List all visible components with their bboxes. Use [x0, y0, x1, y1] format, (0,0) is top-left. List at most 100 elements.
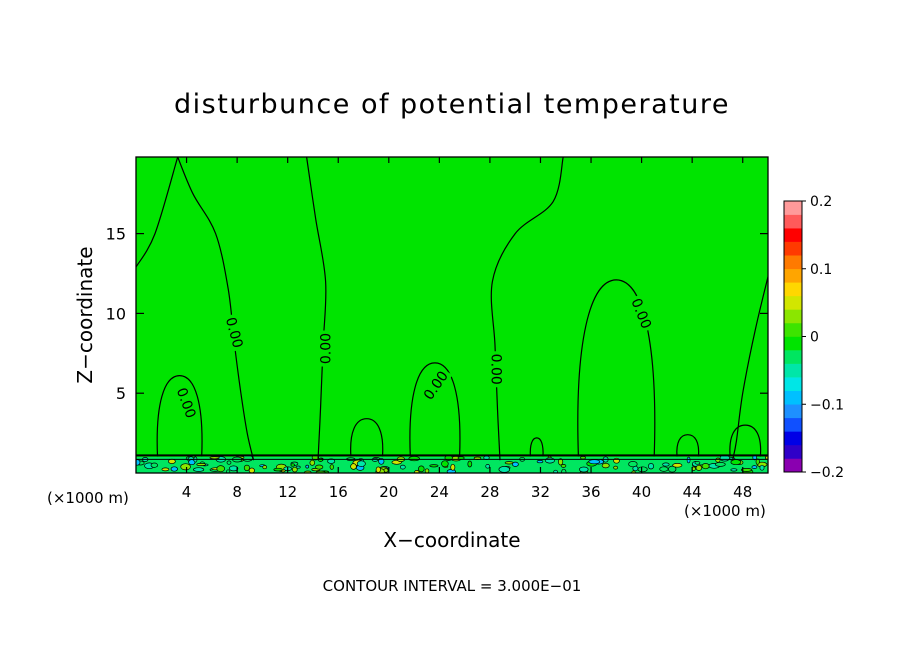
noise-cell — [701, 463, 710, 470]
noise-cell — [408, 456, 420, 462]
noise-cell — [672, 463, 683, 468]
noise-cell — [399, 464, 406, 470]
noise-cell — [694, 460, 701, 465]
colorbar-swatch — [784, 404, 802, 419]
y-axis-label: Z−coordinate — [73, 246, 97, 383]
noise-cell — [553, 469, 558, 473]
contour-label-3-bg — [317, 330, 334, 367]
colorbar-swatch — [784, 282, 802, 297]
noise-cell — [290, 463, 295, 467]
y-tick-label: 10 — [106, 304, 126, 323]
noise-cell — [248, 467, 255, 473]
colorbar: 0.2 0.1 0 −0.1 −0.2 — [783, 194, 844, 481]
y-tick-label: 15 — [106, 225, 126, 244]
x-tick-label: 12 — [278, 483, 297, 501]
colorbar-swatch — [784, 458, 802, 473]
y-axis: 5 10 15 — [106, 225, 768, 403]
noise-cell — [662, 462, 670, 467]
colorbar-tick-label: 0.2 — [810, 194, 832, 210]
noise-cell — [730, 459, 742, 466]
noise-cell — [714, 462, 726, 467]
noise-cell — [161, 467, 170, 472]
noise-cell — [730, 468, 738, 472]
colorbar-swatch — [784, 350, 802, 364]
x-tick-label: 32 — [531, 483, 550, 501]
noise-cell — [315, 464, 324, 470]
x-unit-right: (×1000 m) — [684, 502, 766, 520]
noise-cell — [216, 465, 225, 473]
x-tick-label: 36 — [581, 483, 600, 501]
noise-cell — [441, 460, 449, 468]
colorbar-swatch — [784, 336, 802, 351]
noise-cell — [686, 456, 691, 464]
closed-contour-bump-b — [350, 418, 384, 457]
noise-cell — [544, 457, 555, 464]
noise-cell — [291, 466, 298, 473]
colorbar-swatch — [784, 255, 802, 270]
noise-cell — [637, 466, 648, 473]
x-tick-label: 24 — [430, 483, 449, 501]
noise-cell — [695, 464, 703, 471]
contour-interval-note: CONTOUR INTERVAL = 3.000E−01 — [323, 577, 582, 595]
contour-label-3: 0.00 — [319, 333, 335, 364]
colorbar-swatch — [784, 214, 802, 229]
contour-c3 — [306, 157, 327, 461]
noise-cell — [309, 459, 316, 466]
closed-contour-bump-e — [529, 437, 544, 457]
x-axis-label: X−coordinate — [383, 528, 520, 552]
noise-cell — [180, 463, 191, 471]
noise-cell — [659, 466, 669, 472]
plot-field — [136, 157, 768, 473]
noise-cell — [467, 460, 473, 468]
colorbar-swatch — [784, 228, 802, 242]
colorbar-tick-label: −0.2 — [810, 465, 844, 481]
contour-c1 — [136, 157, 179, 268]
y-tick-label: 5 — [116, 384, 126, 403]
colorbar-swatch — [784, 444, 802, 459]
noise-cell — [136, 459, 141, 466]
contour-label-4-bg — [418, 365, 453, 405]
x-tick-label: 44 — [683, 483, 702, 501]
x-tick-label: 28 — [480, 483, 499, 501]
noise-cell — [429, 464, 439, 468]
colorbar-swatch — [784, 390, 802, 405]
noise-cell — [418, 465, 425, 473]
noise-cell — [209, 456, 220, 460]
noise-cell — [558, 458, 564, 466]
noise-cell — [350, 463, 357, 470]
noise-cell — [504, 461, 514, 465]
contour-c5 — [732, 276, 768, 461]
colorbar-tick-label: 0 — [810, 330, 819, 346]
noise-cell — [375, 466, 381, 473]
noise-cell — [170, 466, 178, 472]
noise-cell — [601, 462, 610, 469]
noise-cell — [512, 461, 519, 467]
boundary-layer — [136, 454, 768, 473]
colorbar-tick-label: −0.1 — [810, 397, 844, 413]
colorbar-swatch — [784, 268, 802, 283]
contour-label-2: 0.00 — [222, 316, 246, 350]
noise-cell — [450, 463, 456, 471]
contour-label-5-bg — [488, 351, 505, 388]
colorbar-swatch — [784, 417, 802, 432]
noise-cell — [193, 467, 205, 472]
x-tick-label: 16 — [329, 483, 348, 501]
contour-label-1-bg — [172, 383, 201, 423]
noise-cell — [740, 468, 753, 472]
noise-cell — [647, 463, 655, 470]
colorbar-swatch — [784, 431, 802, 446]
noise-cell — [560, 464, 567, 468]
colorbar-swatch — [784, 309, 802, 324]
boundary-layer-cells — [136, 454, 768, 473]
colorbar-swatch — [784, 363, 802, 378]
noise-cell — [243, 464, 250, 472]
noise-cell — [580, 456, 586, 460]
x-tick-label: 40 — [632, 483, 651, 501]
noise-cell — [262, 465, 268, 470]
noise-cell — [536, 460, 544, 464]
closed-contour-bump-d — [577, 279, 656, 457]
noise-cell — [150, 462, 158, 468]
plot-frame — [135, 156, 769, 474]
x-tick-label: 8 — [232, 483, 242, 501]
noise-cell — [628, 461, 638, 468]
